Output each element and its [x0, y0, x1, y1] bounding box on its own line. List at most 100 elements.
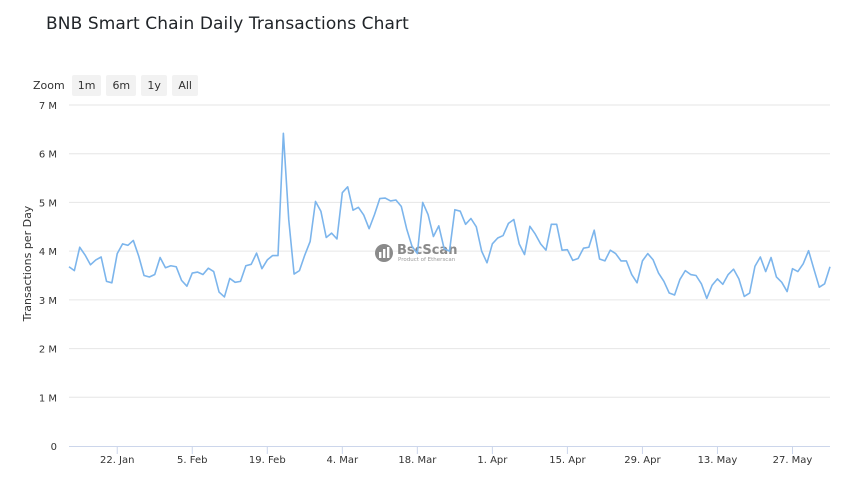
data-point[interactable] [190, 271, 194, 275]
data-point[interactable] [163, 266, 167, 270]
data-point[interactable] [367, 227, 371, 231]
data-point[interactable] [774, 275, 778, 279]
zoom-1y-button[interactable]: 1y [141, 74, 168, 96]
data-point[interactable] [196, 270, 200, 274]
data-point[interactable] [624, 259, 628, 263]
data-point[interactable] [549, 222, 553, 226]
data-point[interactable] [828, 265, 832, 269]
data-point[interactable] [378, 197, 382, 201]
data-point[interactable] [817, 285, 821, 289]
data-point[interactable] [174, 265, 178, 269]
data-point[interactable] [185, 284, 189, 288]
data-point[interactable] [603, 259, 607, 263]
data-point[interactable] [640, 259, 644, 263]
data-point[interactable] [785, 290, 789, 294]
data-point[interactable] [83, 253, 87, 257]
data-point[interactable] [758, 255, 762, 259]
data-point[interactable] [635, 281, 639, 285]
data-point[interactable] [308, 239, 312, 243]
data-point[interactable] [351, 208, 355, 212]
data-point[interactable] [748, 291, 752, 295]
data-point[interactable] [281, 131, 285, 135]
data-point[interactable] [238, 279, 242, 283]
data-point[interactable] [405, 227, 409, 231]
data-point[interactable] [523, 253, 527, 257]
data-point[interactable] [501, 234, 505, 238]
data-point[interactable] [464, 222, 468, 226]
data-point[interactable] [105, 279, 109, 283]
data-point[interactable] [480, 249, 484, 253]
data-point[interactable] [571, 258, 575, 262]
data-point[interactable] [812, 267, 816, 271]
data-point[interactable] [555, 222, 559, 226]
data-point[interactable] [389, 199, 393, 203]
data-point[interactable] [99, 255, 103, 259]
data-point[interactable] [217, 290, 221, 294]
data-point[interactable] [721, 282, 725, 286]
data-point[interactable] [249, 262, 253, 266]
data-point[interactable] [796, 270, 800, 274]
data-point[interactable] [630, 273, 634, 277]
data-point[interactable] [646, 252, 650, 256]
data-point[interactable] [431, 235, 435, 239]
data-point[interactable] [260, 267, 264, 271]
data-point[interactable] [769, 255, 773, 259]
data-point[interactable] [324, 236, 328, 240]
data-point[interactable] [330, 231, 334, 235]
data-point[interactable] [764, 270, 768, 274]
data-point[interactable] [581, 246, 585, 250]
data-point[interactable] [565, 248, 569, 252]
data-point[interactable] [233, 280, 237, 284]
data-point[interactable] [801, 262, 805, 266]
data-point[interactable] [608, 248, 612, 252]
data-point[interactable] [442, 247, 446, 251]
zoom-all-button[interactable]: All [172, 74, 199, 96]
data-point[interactable] [694, 274, 698, 278]
data-point[interactable] [383, 196, 387, 200]
data-point[interactable] [458, 209, 462, 213]
data-point[interactable] [410, 244, 414, 248]
data-point[interactable] [742, 294, 746, 298]
data-point[interactable] [158, 255, 162, 259]
data-point[interactable] [485, 261, 489, 265]
data-point[interactable] [276, 254, 280, 258]
data-point[interactable] [244, 264, 248, 268]
data-point[interactable] [683, 269, 687, 273]
data-point[interactable] [592, 228, 596, 232]
data-point[interactable] [506, 221, 510, 225]
data-point[interactable] [303, 253, 307, 257]
data-point[interactable] [287, 217, 291, 221]
data-point[interactable] [705, 296, 709, 300]
data-point[interactable] [362, 213, 366, 217]
data-point[interactable] [469, 217, 473, 221]
data-point[interactable] [335, 237, 339, 241]
data-point[interactable] [228, 276, 232, 280]
data-point[interactable] [126, 243, 130, 247]
data-point[interactable] [356, 205, 360, 209]
data-point[interactable] [737, 277, 741, 281]
data-point[interactable] [726, 273, 730, 277]
data-point[interactable] [222, 295, 226, 299]
data-point[interactable] [131, 238, 135, 242]
data-point[interactable] [496, 236, 500, 240]
data-point[interactable] [823, 282, 827, 286]
data-point[interactable] [153, 273, 157, 277]
data-point[interactable] [533, 232, 537, 236]
data-point[interactable] [137, 254, 141, 258]
zoom-6m-button[interactable]: 6m [106, 74, 137, 96]
data-point[interactable] [415, 252, 419, 256]
data-point[interactable] [372, 213, 376, 217]
data-point[interactable] [72, 269, 76, 273]
data-point[interactable] [657, 271, 661, 275]
data-point[interactable] [437, 224, 441, 228]
data-point[interactable] [255, 251, 259, 255]
data-point[interactable] [448, 249, 452, 253]
data-point[interactable] [662, 279, 666, 283]
data-point[interactable] [394, 198, 398, 202]
data-point[interactable] [576, 256, 580, 260]
data-point[interactable] [292, 272, 296, 276]
data-point[interactable] [399, 204, 403, 208]
data-point[interactable] [426, 213, 430, 217]
data-point[interactable] [715, 277, 719, 281]
data-point[interactable] [88, 263, 92, 267]
